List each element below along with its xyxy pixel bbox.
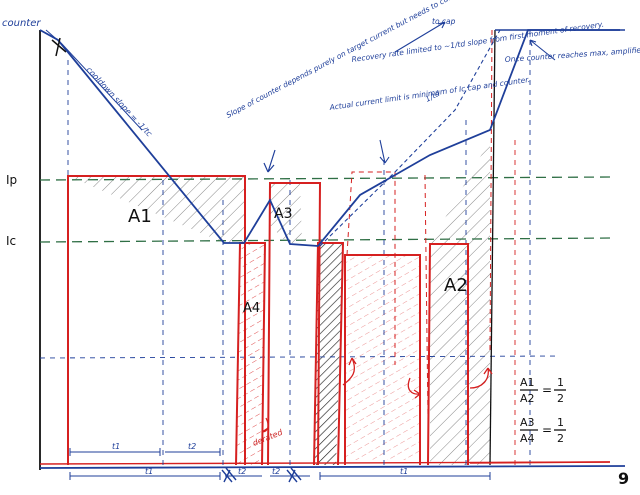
time-label-t1: t1 xyxy=(145,467,153,476)
ratio1-value-den: 2 xyxy=(557,392,564,405)
counter-label: counter xyxy=(2,18,41,29)
area-a4-hatch xyxy=(236,243,265,465)
shade-dark-hatch xyxy=(314,243,343,465)
counter-curve xyxy=(39,29,620,247)
time-label-t2: t2 xyxy=(272,467,280,476)
pulse-a3 xyxy=(267,182,322,466)
red-curl-arrow xyxy=(469,367,493,389)
start-mark xyxy=(51,37,67,57)
to-cap-label: to cap xyxy=(432,17,456,26)
red-shade-hatch xyxy=(345,255,420,460)
page-number: 9 xyxy=(618,469,629,488)
once-counter-arrow xyxy=(529,39,556,61)
ratio1-value-num: 1 xyxy=(557,376,564,389)
ratio2-equals: = xyxy=(542,423,552,437)
ic-label: Ic xyxy=(6,234,16,248)
time-label-t2: t2 xyxy=(188,442,196,451)
time-label-t2: t2 xyxy=(238,467,246,476)
area-a4-label: A4 xyxy=(243,301,260,316)
time-dim-line xyxy=(69,472,221,480)
x-axis xyxy=(39,465,626,469)
ratio1-equals: = xyxy=(542,383,552,397)
red-baseline-step xyxy=(469,461,611,464)
area-a2-label: A2 xyxy=(444,275,468,296)
cap-arrow xyxy=(394,21,446,53)
area-a3-hatch xyxy=(270,183,302,243)
ip-label: Ip xyxy=(6,173,17,187)
area-a2-hatch xyxy=(430,140,490,465)
area-a1-hatch xyxy=(68,176,245,243)
area-a3-label: A3 xyxy=(274,206,292,222)
ratio2-value-den: 2 xyxy=(557,432,564,445)
projected-pulse xyxy=(424,174,429,421)
derated-arrow xyxy=(261,417,269,433)
ratio1-numerator: A1 xyxy=(520,376,535,389)
time-dim-line xyxy=(69,448,161,456)
time-label-t1: t1 xyxy=(400,467,408,476)
guide-line-horizontal xyxy=(39,355,561,359)
area-a1-label: A1 xyxy=(128,206,152,227)
time-dim-line xyxy=(319,472,491,480)
pulse-a1 xyxy=(67,175,246,465)
ratio2-numerator: A3 xyxy=(520,416,535,429)
pulse-a2 xyxy=(427,243,469,466)
pulse-derated xyxy=(344,254,421,465)
red-curl-arrow xyxy=(407,377,421,399)
red-curl-arrow xyxy=(342,357,357,386)
scribble-mark xyxy=(221,467,302,483)
counter-note-arrow xyxy=(379,139,390,164)
ratio2-denominator: A4 xyxy=(520,432,535,445)
recovery-dashed xyxy=(319,29,501,247)
ratio1-denominator: A2 xyxy=(520,392,535,405)
ratio2-value-num: 1 xyxy=(557,416,564,429)
cooldown-slope-label: cooldown slope = -1/tc xyxy=(85,65,155,139)
time-dim-line xyxy=(165,448,221,456)
pulse-middle xyxy=(313,242,345,466)
counter-cooldown-line xyxy=(45,29,143,131)
max-recovery-line xyxy=(489,29,496,466)
time-label-t1: t1 xyxy=(112,442,120,451)
slope-arrow xyxy=(263,149,276,173)
pulse-a4 xyxy=(235,242,267,466)
